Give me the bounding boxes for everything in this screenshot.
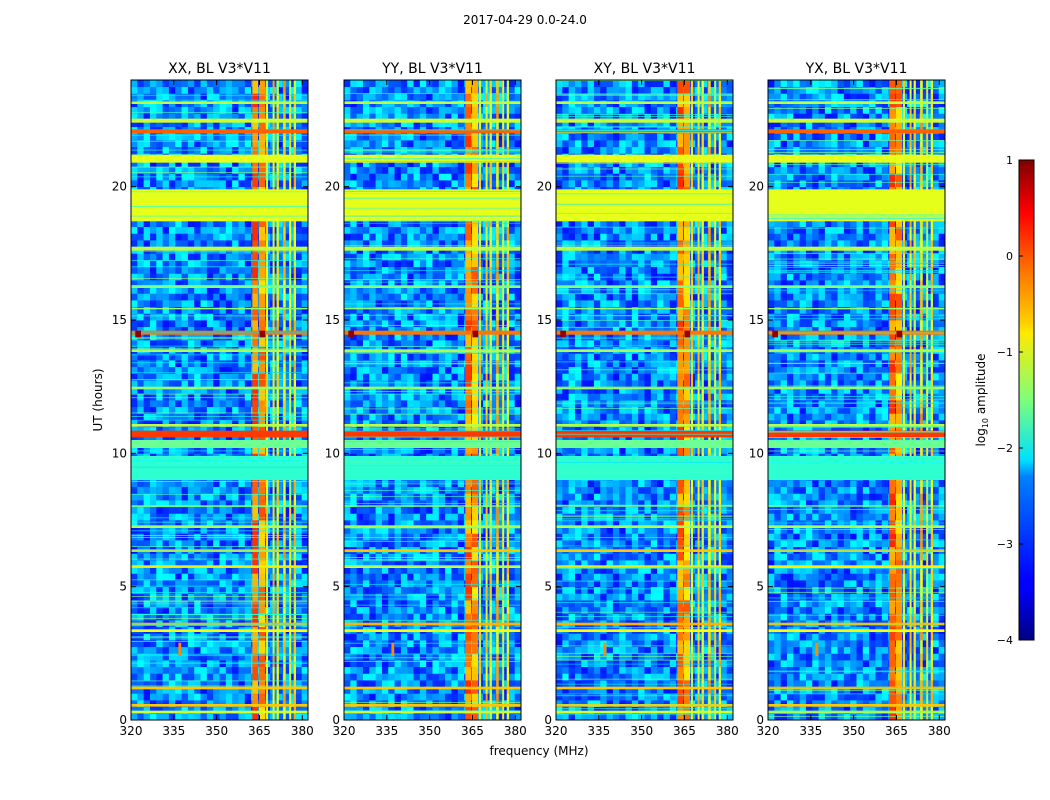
x-tick-label: 380 <box>504 724 527 738</box>
y-tick-label: 10 <box>749 446 764 460</box>
y-tick-label: 0 <box>544 713 552 727</box>
y-tick-label: 15 <box>325 313 340 327</box>
colorbar-tick-label: −4 <box>997 634 1013 647</box>
heatmap-image <box>131 80 308 720</box>
x-tick-label: 380 <box>716 724 739 738</box>
x-tick-label: 380 <box>928 724 951 738</box>
colorbar: 1 0 −1 −2 −3 −4 <box>997 154 1035 647</box>
y-tick-label: 5 <box>544 580 552 594</box>
panel-0: XX, BL V3*V11 320 335 350 365 380 0 5 10 15 20 <box>112 61 314 738</box>
y-tick-label: 5 <box>756 580 764 594</box>
y-tick-label: 15 <box>112 313 127 327</box>
y-tick-label: 10 <box>325 446 340 460</box>
colorbar-tick-label: −2 <box>997 442 1013 455</box>
y-tick-label: 5 <box>332 580 340 594</box>
x-tick-label: 320 <box>120 724 143 738</box>
colorbar-label-subscript: 10 <box>981 417 991 429</box>
y-tick-label: 20 <box>325 180 340 194</box>
x-tick-label: 380 <box>291 724 314 738</box>
x-tick-label: 320 <box>757 724 780 738</box>
y-tick-label: 20 <box>537 180 552 194</box>
panel-title: YX, BL V3*V11 <box>805 61 908 77</box>
axes-frame <box>767 79 946 721</box>
colorbar-label-suffix: amplitude <box>973 353 988 418</box>
y-tick-label: 0 <box>119 713 127 727</box>
colorbar-tick-label: 0 <box>1006 250 1013 263</box>
figure-title: 2017-04-29 0.0-24.0 <box>463 13 587 27</box>
colorbar-label: log10 amplitude <box>974 354 990 447</box>
x-axis-label: frequency (MHz) <box>489 744 589 758</box>
x-tick-label: 335 <box>375 724 398 738</box>
x-tick-label: 350 <box>205 724 228 738</box>
y-tick-label: 15 <box>749 313 764 327</box>
panel-title: XX, BL V3*V11 <box>168 61 271 77</box>
panel-title: YY, BL V3*V11 <box>381 61 483 77</box>
colorbar-label-prefix: log <box>973 428 988 447</box>
x-tick-label: 365 <box>248 724 271 738</box>
x-tick-label: 350 <box>842 724 865 738</box>
y-tick-label: 10 <box>112 446 127 460</box>
colorbar-gradient <box>1018 159 1035 641</box>
x-tick-label: 335 <box>587 724 610 738</box>
heatmap-image <box>344 80 521 720</box>
panel-2: XY, BL V3*V11 320 335 350 365 380 0 5 10 15 20 <box>537 61 739 738</box>
colorbar-tick-label: −3 <box>997 538 1013 551</box>
axes-frame <box>555 79 734 721</box>
panel-1: YY, BL V3*V11 320 335 350 365 380 0 5 10 15 20 <box>325 61 527 738</box>
x-tick-label: 320 <box>545 724 568 738</box>
y-tick-label: 15 <box>537 313 552 327</box>
colorbar-tick-label: −1 <box>997 346 1013 359</box>
y-tick-label: 0 <box>332 713 340 727</box>
axes-frame <box>343 79 522 721</box>
colorbar-tick-label: 1 <box>1006 154 1013 167</box>
x-tick-label: 350 <box>630 724 653 738</box>
x-tick-label: 335 <box>799 724 822 738</box>
panel-title: XY, BL V3*V11 <box>594 61 696 77</box>
panel-3: YX, BL V3*V11 320 335 350 365 380 0 5 10 15 20 <box>749 61 951 738</box>
x-tick-label: 365 <box>673 724 696 738</box>
heatmap-image <box>556 80 733 720</box>
x-tick-label: 335 <box>162 724 185 738</box>
x-tick-label: 350 <box>418 724 441 738</box>
x-tick-label: 365 <box>885 724 908 738</box>
y-axis-label: UT (hours) <box>91 368 105 432</box>
heatmap-image <box>768 80 945 720</box>
y-tick-label: 0 <box>756 713 764 727</box>
y-tick-label: 20 <box>749 180 764 194</box>
x-tick-label: 320 <box>333 724 356 738</box>
x-tick-label: 365 <box>461 724 484 738</box>
y-tick-label: 5 <box>119 580 127 594</box>
y-tick-label: 20 <box>112 180 127 194</box>
axes-frame <box>130 79 309 721</box>
y-tick-label: 10 <box>537 446 552 460</box>
